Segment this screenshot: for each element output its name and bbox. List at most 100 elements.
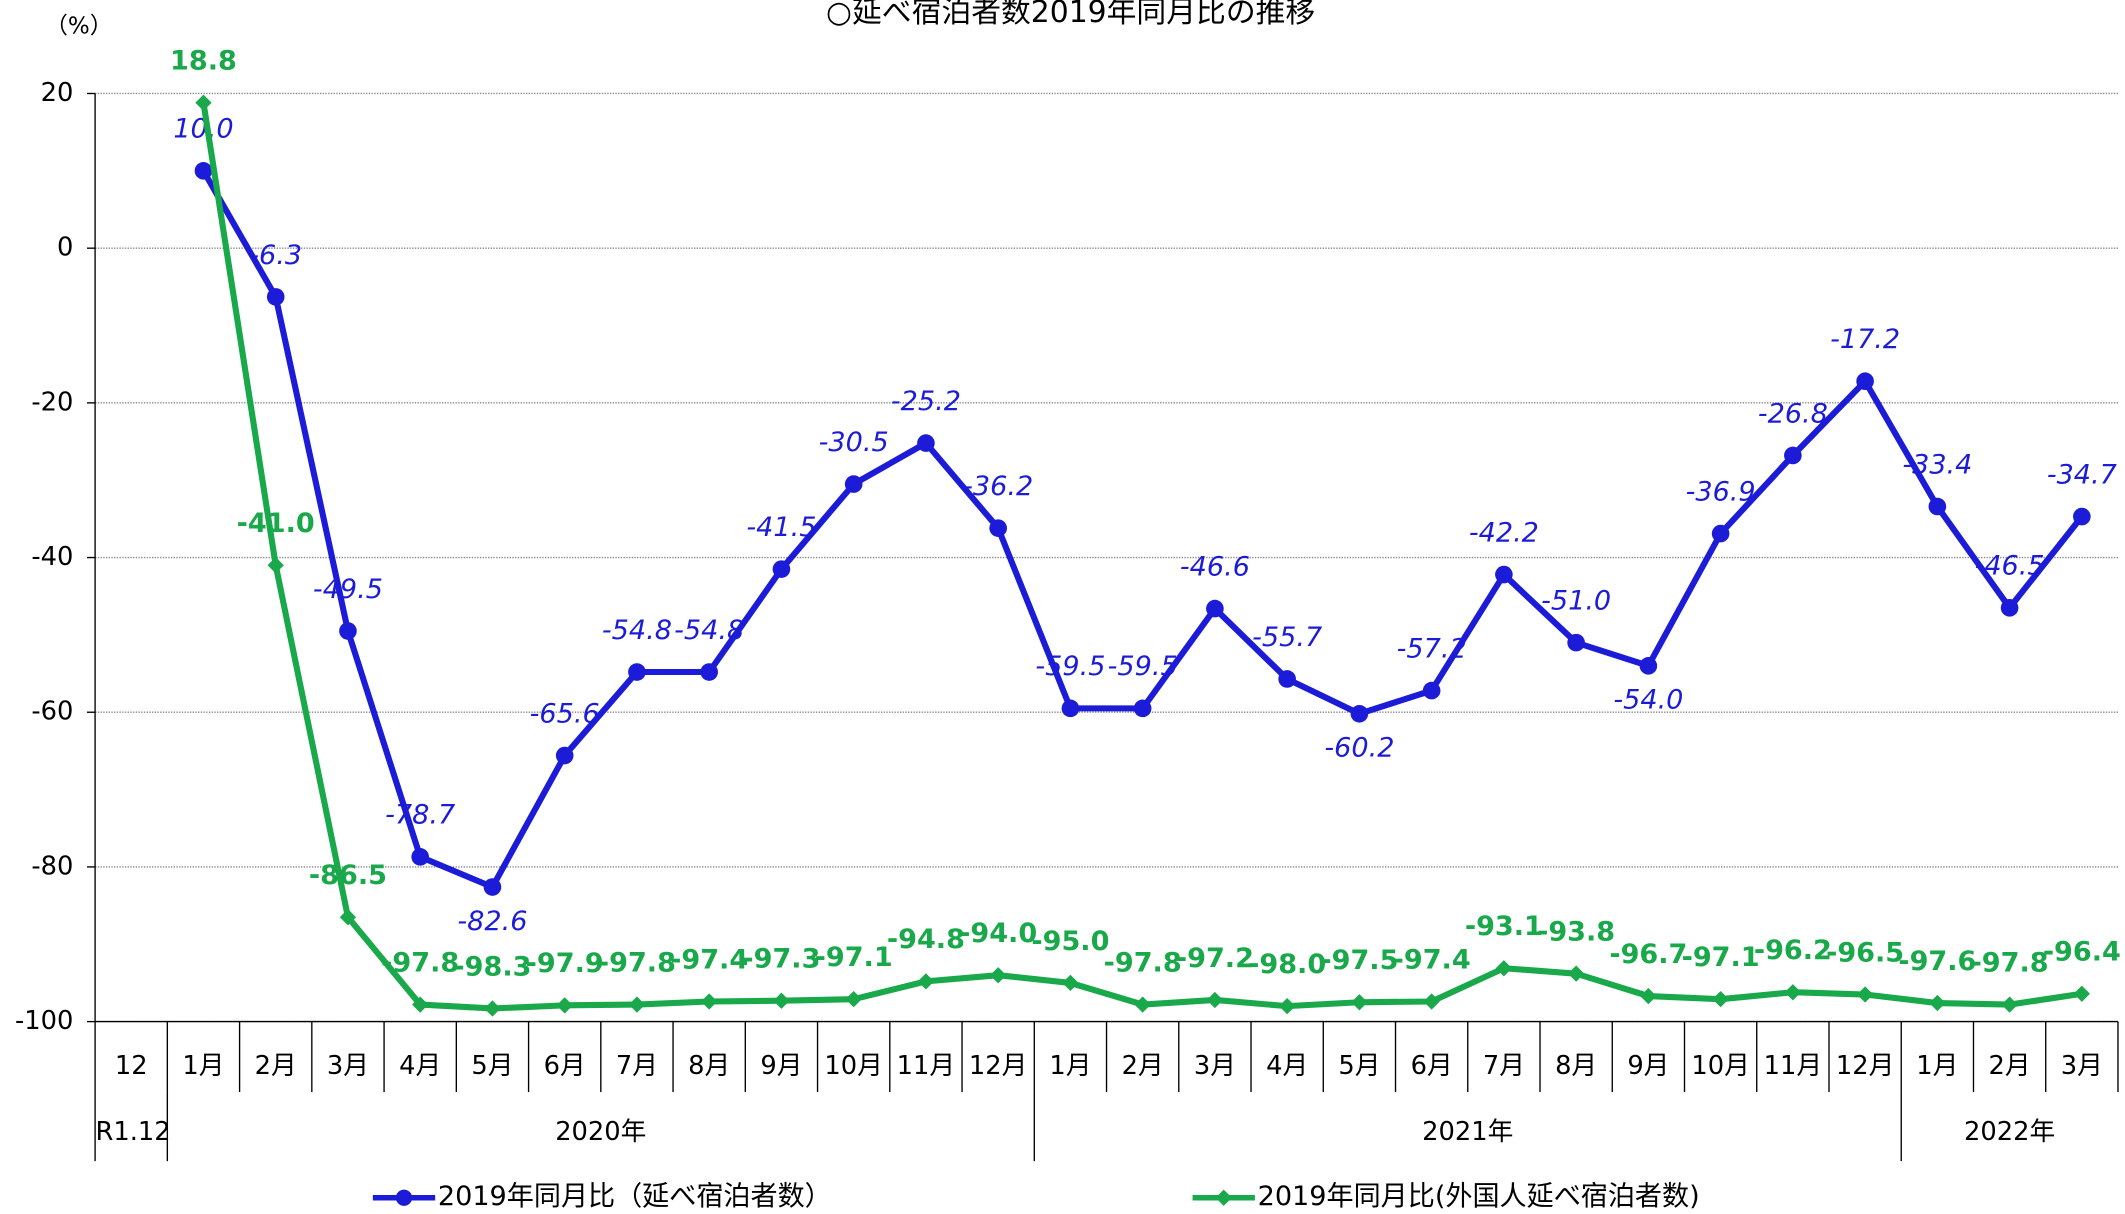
x-tick-label: 7月 bbox=[1483, 1051, 1525, 1081]
x-tick-label: 4月 bbox=[1266, 1051, 1308, 1081]
data-label: -95.0 bbox=[1031, 926, 1109, 957]
data-label: -46.5 bbox=[1975, 551, 2045, 582]
marker bbox=[773, 992, 790, 1009]
data-label: -98.3 bbox=[453, 951, 531, 982]
x-tick-label: 12 bbox=[115, 1051, 148, 1081]
marker bbox=[1711, 524, 1730, 543]
marker bbox=[1206, 991, 1224, 1009]
series-line bbox=[200, 169, 2085, 891]
marker bbox=[845, 991, 862, 1008]
data-label: -36.2 bbox=[963, 471, 1033, 502]
x-tick-label: 12月 bbox=[1836, 1051, 1894, 1081]
data-label: -93.1 bbox=[1465, 911, 1543, 942]
data-label: -59.5 bbox=[1108, 651, 1178, 682]
data-label: -17.2 bbox=[1830, 324, 1900, 355]
marker bbox=[1784, 446, 1802, 465]
data-label: -54.0 bbox=[1613, 685, 1683, 716]
marker bbox=[1422, 681, 1441, 700]
data-label: 18.8 bbox=[170, 46, 237, 77]
marker bbox=[1350, 704, 1369, 723]
data-label: -54.8 bbox=[602, 615, 672, 646]
marker bbox=[701, 993, 718, 1010]
marker bbox=[1639, 657, 1658, 675]
data-label: -98.0 bbox=[1248, 949, 1326, 980]
data-label: -86.5 bbox=[309, 860, 387, 891]
data-label: -54.8 bbox=[674, 615, 744, 646]
x-tick-label: 9月 bbox=[760, 1051, 802, 1081]
data-label: -46.6 bbox=[1180, 551, 1250, 582]
marker bbox=[556, 997, 573, 1014]
data-label: -96.4 bbox=[2043, 937, 2121, 968]
x-tick-label: 2月 bbox=[1122, 1051, 1164, 1081]
marker bbox=[844, 475, 863, 493]
data-label: -97.5 bbox=[1320, 945, 1398, 976]
data-label: -36.9 bbox=[1686, 476, 1756, 507]
y-tick-label: -80 bbox=[31, 851, 73, 881]
x-tick-label: 5月 bbox=[1338, 1051, 1380, 1081]
group-label: R1.12 bbox=[95, 1117, 170, 1147]
x-tick-label: 8月 bbox=[1555, 1051, 1597, 1081]
marker bbox=[628, 663, 646, 681]
data-label: -97.4 bbox=[670, 944, 748, 975]
legend-marker bbox=[395, 1189, 413, 1206]
x-tick-label: 8月 bbox=[688, 1051, 730, 1081]
group-label: 2020年 bbox=[555, 1117, 646, 1147]
y-unit: （%） bbox=[45, 14, 113, 40]
x-tick-label: 6月 bbox=[1411, 1051, 1453, 1081]
marker bbox=[1206, 599, 1224, 618]
marker bbox=[1495, 565, 1513, 584]
marker bbox=[1495, 960, 1513, 977]
chart-title: ○延べ宿泊者数2019年同月比の推移 bbox=[826, 0, 1315, 30]
marker bbox=[1567, 633, 1585, 652]
x-tick-label: 1月 bbox=[1049, 1051, 1091, 1081]
x-tick-label: 3月 bbox=[327, 1051, 369, 1081]
marker bbox=[483, 878, 502, 896]
x-tick-label: 5月 bbox=[471, 1051, 513, 1081]
data-label: -25.2 bbox=[891, 386, 961, 417]
marker bbox=[411, 848, 430, 866]
marker bbox=[1568, 965, 1585, 982]
data-label: -97.8 bbox=[1971, 947, 2049, 978]
marker bbox=[1712, 991, 1729, 1008]
data-label: -97.8 bbox=[598, 947, 676, 978]
data-label: -96.2 bbox=[1754, 935, 1832, 966]
data-label: -60.2 bbox=[1324, 733, 1394, 764]
data-label: -97.1 bbox=[1682, 942, 1760, 973]
data-label: -94.8 bbox=[887, 924, 965, 955]
x-tick-label: 6月 bbox=[544, 1051, 586, 1081]
marker bbox=[1133, 699, 1152, 718]
marker bbox=[772, 560, 791, 578]
marker bbox=[1061, 699, 1080, 718]
data-label: -59.5 bbox=[1035, 651, 1105, 682]
marker bbox=[2073, 507, 2091, 526]
y-tick-label: 0 bbox=[57, 233, 73, 263]
y-tick-label: -60 bbox=[31, 697, 73, 727]
data-label: -41.0 bbox=[237, 508, 315, 539]
marker bbox=[917, 973, 935, 990]
data-label: -97.8 bbox=[381, 947, 459, 978]
data-label: -97.1 bbox=[815, 942, 893, 973]
data-label: -55.7 bbox=[1252, 622, 1322, 653]
data-label: -41.5 bbox=[746, 512, 816, 543]
data-label: -82.6 bbox=[457, 906, 527, 937]
group-label: 2022年 bbox=[1964, 1117, 2055, 1147]
marker bbox=[1278, 670, 1296, 688]
marker bbox=[700, 663, 718, 681]
marker bbox=[484, 1000, 501, 1017]
marker bbox=[1423, 993, 1440, 1010]
y-tick-label: -40 bbox=[31, 542, 73, 572]
data-label: -97.4 bbox=[1393, 944, 1471, 975]
data-label: -34.7 bbox=[2047, 459, 2117, 490]
marker bbox=[555, 746, 574, 765]
marker bbox=[195, 94, 212, 111]
marker bbox=[1062, 974, 1079, 992]
data-label: -51.0 bbox=[1541, 585, 1611, 616]
x-tick-label: 3月 bbox=[1194, 1051, 1236, 1081]
data-label: -65.6 bbox=[530, 698, 600, 729]
x-tick-label: 3月 bbox=[2061, 1051, 2103, 1081]
marker bbox=[339, 622, 357, 640]
marker bbox=[1640, 987, 1657, 1005]
marker bbox=[194, 162, 213, 180]
legend-label: 2019年同月比(外国人延べ宿泊者数) bbox=[1258, 1181, 1700, 1212]
